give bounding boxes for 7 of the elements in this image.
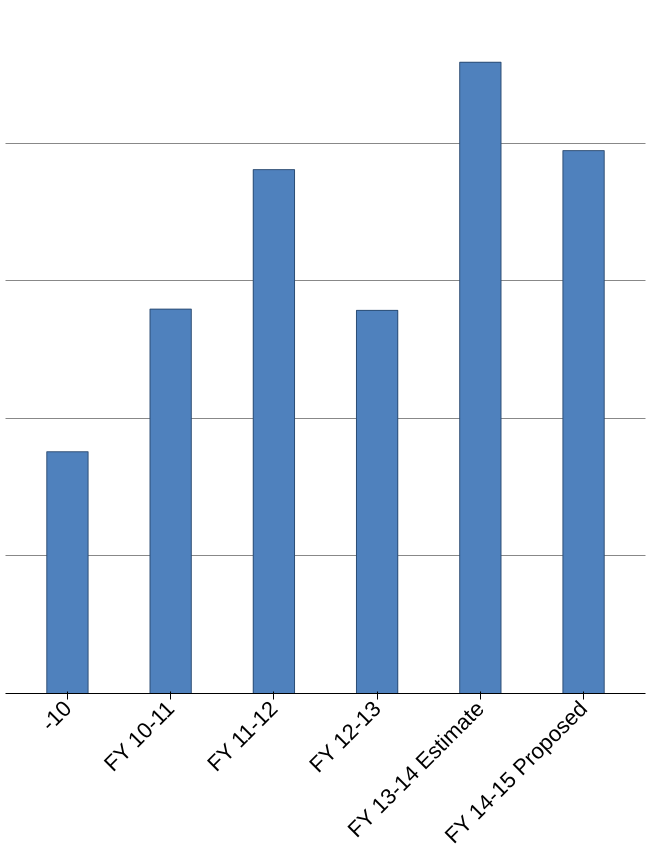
x-tick-label: -10 (36, 696, 76, 736)
bar (356, 310, 398, 694)
bar (252, 169, 296, 694)
bar (562, 150, 605, 694)
bar (150, 308, 192, 694)
bar (46, 451, 89, 694)
bar (459, 62, 502, 694)
